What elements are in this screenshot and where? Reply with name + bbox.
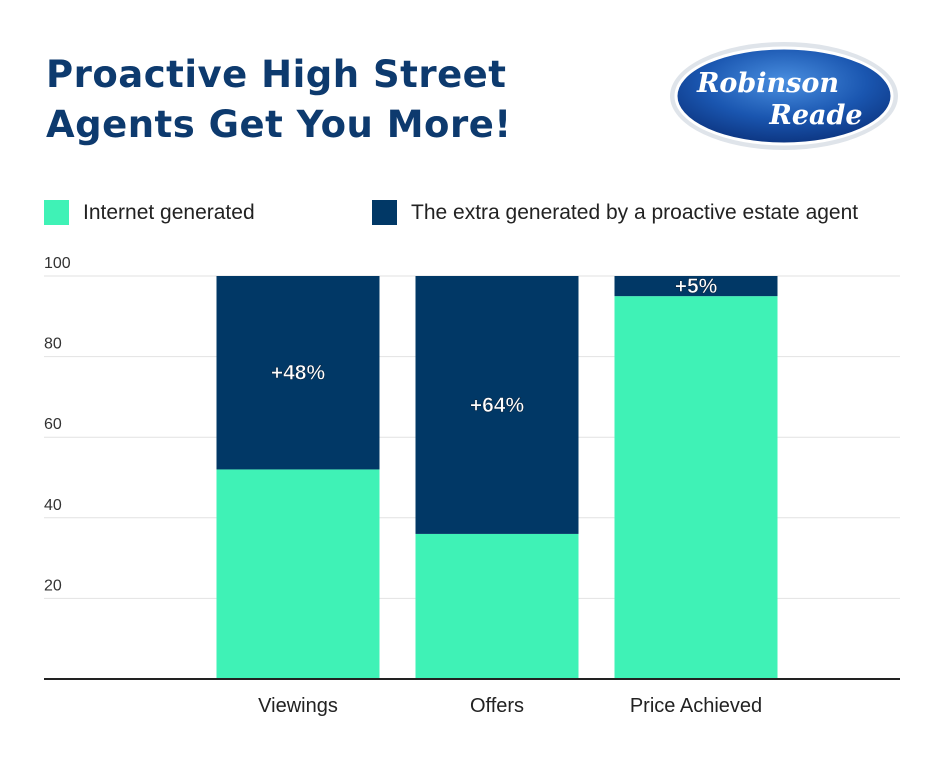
logo-text-line-2: Reade xyxy=(768,100,862,131)
data-label-offers: +64% xyxy=(470,394,525,417)
data-label-viewings: +48% xyxy=(271,362,326,385)
legend-label-internet: Internet generated xyxy=(83,200,255,224)
y-tick-label-100: 100 xyxy=(44,255,71,272)
bar-viewings-series-1 xyxy=(216,276,380,470)
robinson-reade-logo: Robinson Reade xyxy=(670,42,898,150)
legend-item-internet: Internet generated xyxy=(44,200,255,225)
bar-price-achieved-series-0 xyxy=(614,296,778,679)
chart-title: Proactive High Street Agents Get You Mor… xyxy=(46,50,512,150)
bar-viewings-series-0 xyxy=(216,469,380,679)
y-tick-label-60: 60 xyxy=(44,416,62,433)
y-tick-label-40: 40 xyxy=(44,497,62,514)
legend-label-extra: The extra generated by a proactive estat… xyxy=(411,200,859,224)
legend-swatch-extra xyxy=(372,200,397,225)
title-line-1: Proactive High Street xyxy=(46,53,507,96)
x-tick-label-viewings: Viewings xyxy=(258,695,338,717)
data-label-price-achieved: +5% xyxy=(675,275,718,298)
legend-item-extra: The extra generated by a proactive estat… xyxy=(372,200,858,225)
y-tick-label-80: 80 xyxy=(44,336,62,353)
bar-offers-series-1 xyxy=(415,276,579,534)
title-line-2: Agents Get You More! xyxy=(46,103,512,146)
logo-text-line-1: Robinson xyxy=(696,68,839,99)
x-tick-label-offers: Offers xyxy=(470,695,524,717)
bar-price-achieved-series-1 xyxy=(614,276,778,297)
x-tick-label-price-achieved: Price Achieved xyxy=(630,695,762,717)
bar-offers-series-0 xyxy=(415,533,579,679)
legend-swatch-internet xyxy=(44,200,69,225)
y-tick-label-20: 20 xyxy=(44,577,62,594)
